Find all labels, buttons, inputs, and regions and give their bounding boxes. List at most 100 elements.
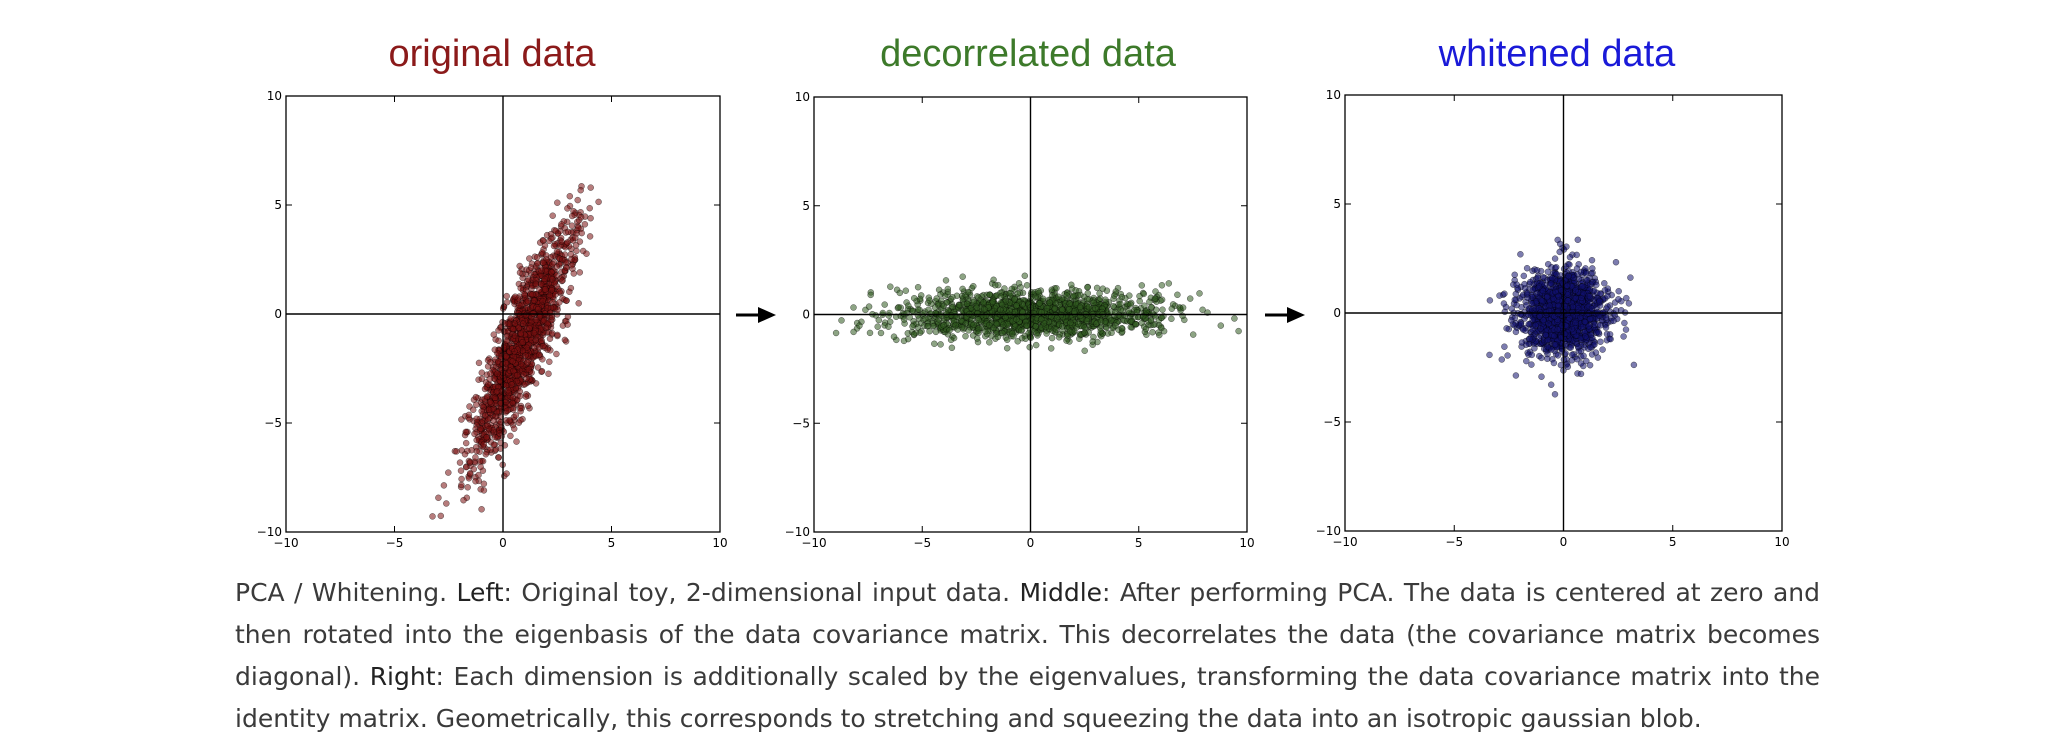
data-point <box>926 327 933 335</box>
x-tick-label: −10 <box>1332 535 1357 549</box>
data-point <box>465 411 473 419</box>
caption-text-2: : Original toy, 2-dimensional input data… <box>503 578 1020 607</box>
data-point <box>502 360 510 367</box>
data-point <box>507 432 514 440</box>
data-point <box>1158 282 1166 289</box>
data-point <box>511 348 518 355</box>
transition-arrow-icon <box>736 307 776 323</box>
data-point <box>1118 293 1126 301</box>
data-point <box>1111 292 1118 299</box>
data-point <box>944 285 952 293</box>
data-point <box>453 448 460 455</box>
figure-caption: PCA / Whitening. Left: Original toy, 2-d… <box>235 572 1820 740</box>
data-point <box>1574 236 1582 244</box>
y-tick-label: −5 <box>792 416 810 430</box>
data-point <box>1566 315 1573 322</box>
data-point <box>1623 294 1630 302</box>
data-point <box>1597 321 1604 329</box>
data-point <box>1084 295 1091 303</box>
data-point <box>1003 336 1011 344</box>
data-point <box>1511 271 1518 279</box>
data-point <box>490 441 498 448</box>
data-point <box>534 259 541 267</box>
data-point <box>1089 338 1096 345</box>
data-point <box>429 513 436 520</box>
data-point <box>493 388 501 395</box>
data-point <box>920 310 927 317</box>
x-tick-label: −10 <box>273 536 298 550</box>
data-point <box>513 438 520 445</box>
data-point <box>475 471 482 479</box>
data-point <box>542 286 549 293</box>
data-point <box>877 329 885 337</box>
data-point <box>1538 297 1546 304</box>
y-tick-label: 10 <box>267 89 282 103</box>
data-point <box>564 321 571 328</box>
data-point <box>1117 306 1125 313</box>
data-point <box>510 425 518 432</box>
data-point <box>1007 289 1014 297</box>
data-point <box>1165 280 1173 287</box>
data-point <box>1047 345 1055 352</box>
data-point <box>564 228 572 236</box>
data-point <box>538 267 545 275</box>
data-point <box>1550 359 1558 367</box>
data-point <box>1586 293 1594 300</box>
data-point <box>576 269 584 276</box>
data-point <box>1112 322 1119 330</box>
data-point <box>485 425 493 433</box>
x-tick-label: 0 <box>1027 536 1035 550</box>
data-point <box>529 291 536 298</box>
data-point <box>1033 329 1040 337</box>
data-point <box>482 451 490 458</box>
data-point <box>1053 284 1060 292</box>
data-point <box>487 359 494 366</box>
data-point <box>527 264 535 271</box>
data-point <box>510 367 517 375</box>
data-point <box>1554 236 1561 244</box>
data-point <box>550 242 558 250</box>
data-point <box>1615 296 1622 303</box>
data-point <box>472 454 479 461</box>
data-point <box>1536 313 1544 320</box>
data-point <box>517 330 525 337</box>
data-point <box>1517 321 1525 328</box>
pca-whitening-figure: original data−10 −5 0 5 101050−5−10decorrela… <box>257 33 1790 550</box>
data-point <box>1014 290 1021 297</box>
data-point <box>909 323 916 330</box>
data-point <box>885 323 892 330</box>
data-point <box>1534 274 1542 282</box>
data-point <box>532 316 540 324</box>
data-point <box>1554 326 1562 333</box>
data-point <box>964 288 972 296</box>
data-point <box>1551 341 1559 348</box>
data-point <box>1544 343 1551 351</box>
data-point <box>1097 328 1105 335</box>
data-point <box>910 330 918 338</box>
data-point <box>1011 296 1018 303</box>
data-point <box>506 416 513 424</box>
data-point <box>1523 290 1531 297</box>
data-point <box>491 433 499 441</box>
data-point <box>1052 326 1060 333</box>
data-point <box>1574 343 1582 350</box>
data-point <box>478 369 486 376</box>
data-point <box>509 358 516 365</box>
data-point <box>478 375 486 383</box>
data-point <box>1566 253 1574 261</box>
data-point <box>1083 317 1091 325</box>
data-point <box>1579 289 1587 297</box>
data-point <box>480 441 488 448</box>
data-point <box>1068 281 1075 289</box>
data-point <box>495 337 502 345</box>
data-point <box>1512 328 1520 336</box>
data-point <box>1537 325 1544 332</box>
data-point <box>549 212 556 219</box>
data-point <box>962 332 969 340</box>
data-point <box>1583 357 1590 365</box>
data-point <box>521 291 528 298</box>
data-point <box>531 297 538 304</box>
data-point <box>1582 270 1590 277</box>
data-point <box>586 233 594 240</box>
